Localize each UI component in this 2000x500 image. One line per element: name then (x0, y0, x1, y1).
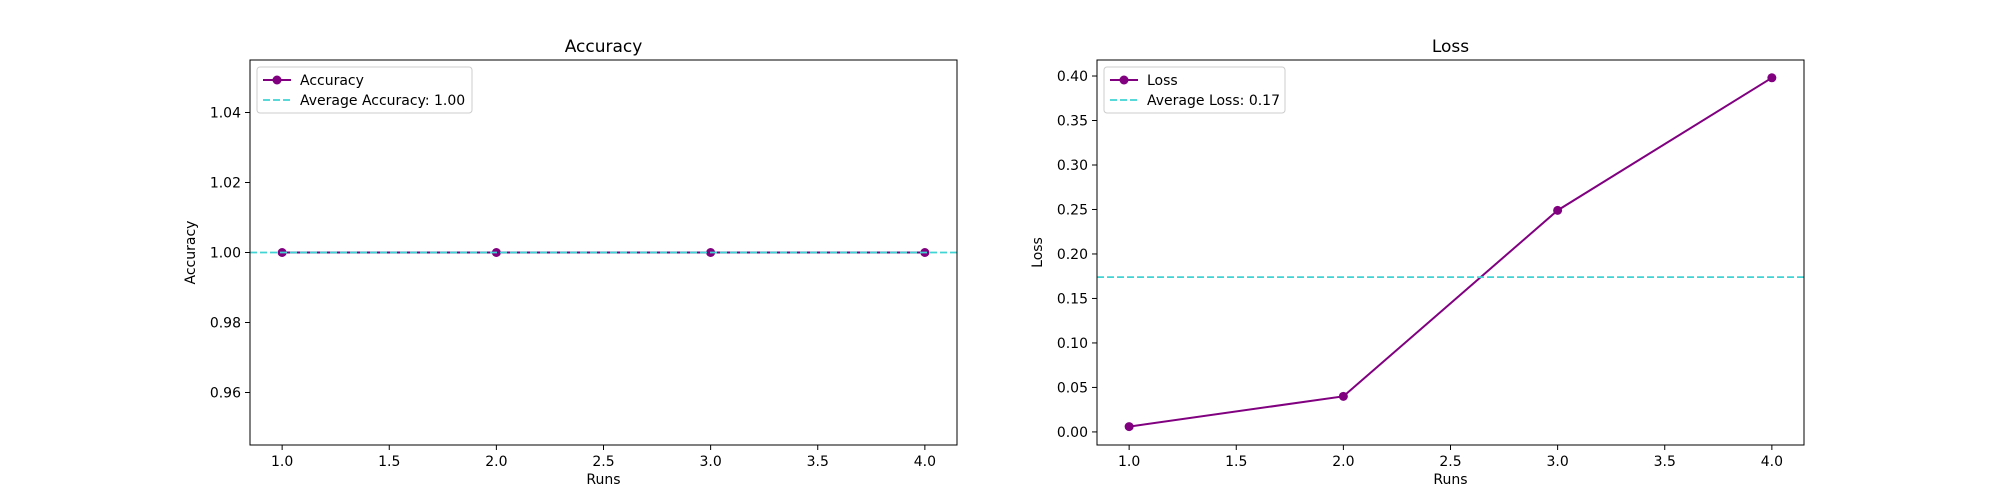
plot-area (250, 248, 957, 257)
y-tick-label: 0.96 (210, 386, 241, 402)
legend-average-label: Average Loss: 0.17 (1147, 93, 1280, 109)
y-tick-label: 0.30 (1057, 158, 1088, 174)
series-point (1124, 422, 1134, 432)
y-tick-label: 0.25 (1057, 202, 1088, 218)
x-tick-label: 1.0 (271, 454, 293, 470)
y-tick-label: 0.98 (210, 316, 241, 332)
x-tick-label: 2.0 (1332, 454, 1354, 470)
x-tick-label: 3.0 (699, 454, 721, 470)
legend-series-marker (272, 75, 282, 85)
y-tick-label: 1.04 (210, 106, 241, 122)
y-tick-label: 0.00 (1057, 425, 1088, 441)
chart-title: Loss (1432, 37, 1469, 57)
x-tick-label: 4.0 (1761, 454, 1783, 470)
x-tick-label: 2.0 (485, 454, 507, 470)
y-axis-label: Accuracy (183, 221, 199, 285)
y-tick-label: 0.05 (1057, 380, 1088, 396)
series-line-0 (1128, 76, 1773, 428)
x-tick-label: 1.5 (378, 454, 400, 470)
accuracy-panel: Accuracy 1.0 1.5 2.0 2.5 3.0 3.5 4.0 0.96 0.98 1.0… (183, 37, 958, 488)
axes-frame (249, 59, 958, 446)
loss-panel: Loss 1.0 1.5 2.0 2.5 3.0 3.5 4.0 0.00 0.05 0.10 0.1… (1030, 37, 1805, 488)
x-tick-label: 4.0 (914, 454, 936, 470)
legend-series-label: Loss (1147, 73, 1178, 89)
y-tick-label: 1.02 (210, 176, 241, 192)
y-tick-label: 0.15 (1057, 291, 1088, 307)
x-tick-label: 1.5 (1225, 454, 1247, 470)
legend-series-label: Accuracy (300, 73, 364, 89)
series-point (1553, 205, 1563, 215)
y-tick-label: 0.10 (1057, 336, 1088, 352)
series-point (1338, 391, 1348, 401)
y-tick-label: 0.35 (1057, 114, 1088, 130)
x-tick-label: 2.5 (1439, 454, 1461, 470)
legend-series-marker (1119, 75, 1129, 85)
series-point (1767, 73, 1777, 83)
chart-title: Accuracy (565, 37, 643, 57)
x-tick-label: 3.5 (1654, 454, 1676, 470)
x-axis-label: Runs (586, 472, 620, 488)
legend-box (256, 66, 473, 114)
y-axis-label: Loss (1030, 237, 1046, 268)
x-tick-label: 3.5 (807, 454, 829, 470)
legend: Loss Average Loss: 0.17 (1103, 66, 1286, 114)
x-axis-label: Runs (1433, 472, 1467, 488)
y-tick-label: 0.20 (1057, 247, 1088, 263)
legend: Accuracy Average Accuracy: 1.00 (256, 66, 473, 114)
plot-area (1097, 73, 1804, 432)
x-tick-label: 2.5 (592, 454, 614, 470)
legend-box (1103, 66, 1286, 114)
y-tick-label: 0.40 (1057, 69, 1088, 85)
x-tick-label: 3.0 (1546, 454, 1568, 470)
x-tick-label: 1.0 (1118, 454, 1140, 470)
legend-average-label: Average Accuracy: 1.00 (300, 93, 465, 109)
axes-frame (1096, 59, 1805, 446)
y-tick-label: 1.00 (210, 246, 241, 262)
